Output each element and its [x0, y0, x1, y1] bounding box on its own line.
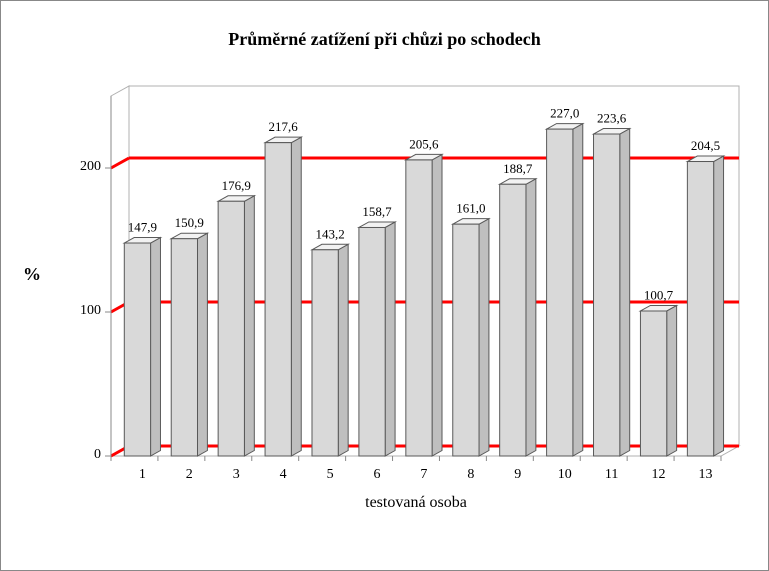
x-tick-label: 2	[186, 467, 193, 482]
chart-frame: Průměrné zatížení při chůzi po schodech …	[0, 0, 769, 571]
x-tick-label: 3	[233, 467, 240, 482]
data-label: 161,0	[456, 201, 485, 216]
data-label: 143,2	[315, 226, 344, 241]
x-tick-label: 6	[373, 467, 380, 482]
x-tick-label: 7	[420, 467, 427, 482]
chart-svg: 147,9 1 150,9 2 176,9 3 217,6 4 143,2 5 158,7 6 205,…	[111, 96, 769, 526]
data-label: 158,7	[362, 204, 392, 219]
x-tick-label: 8	[467, 467, 474, 482]
plot-area: 147,91150,92176,93217,64143,25158,76205,…	[111, 96, 721, 456]
data-label: 205,6	[409, 136, 439, 151]
x-tick-label: 9	[514, 467, 521, 482]
data-label: 217,6	[269, 119, 299, 134]
y-tick-label: 100	[61, 303, 101, 319]
x-tick-label: 4	[280, 467, 287, 482]
y-tick-label: 200	[61, 159, 101, 175]
x-tick-label: 11	[605, 467, 618, 482]
y-tick-label: 0	[61, 447, 101, 463]
data-label: 188,7	[503, 161, 533, 176]
data-label: 227,0	[550, 106, 579, 121]
data-label: 147,9	[128, 220, 157, 235]
data-label: 204,5	[691, 138, 720, 153]
data-label: 100,7	[644, 287, 674, 302]
x-tick-label: 5	[327, 467, 334, 482]
x-tick-label: 1	[139, 467, 146, 482]
data-label: 150,9	[175, 215, 204, 230]
data-label: 223,6	[597, 111, 627, 126]
chart-title: Průměrné zatížení při chůzi po schodech	[1, 29, 768, 50]
x-tick-label: 10	[558, 467, 572, 482]
x-tick-label: 13	[698, 467, 712, 482]
data-label: 176,9	[222, 178, 251, 193]
x-tick-label: 12	[652, 467, 666, 482]
y-axis-label: %	[23, 264, 41, 285]
